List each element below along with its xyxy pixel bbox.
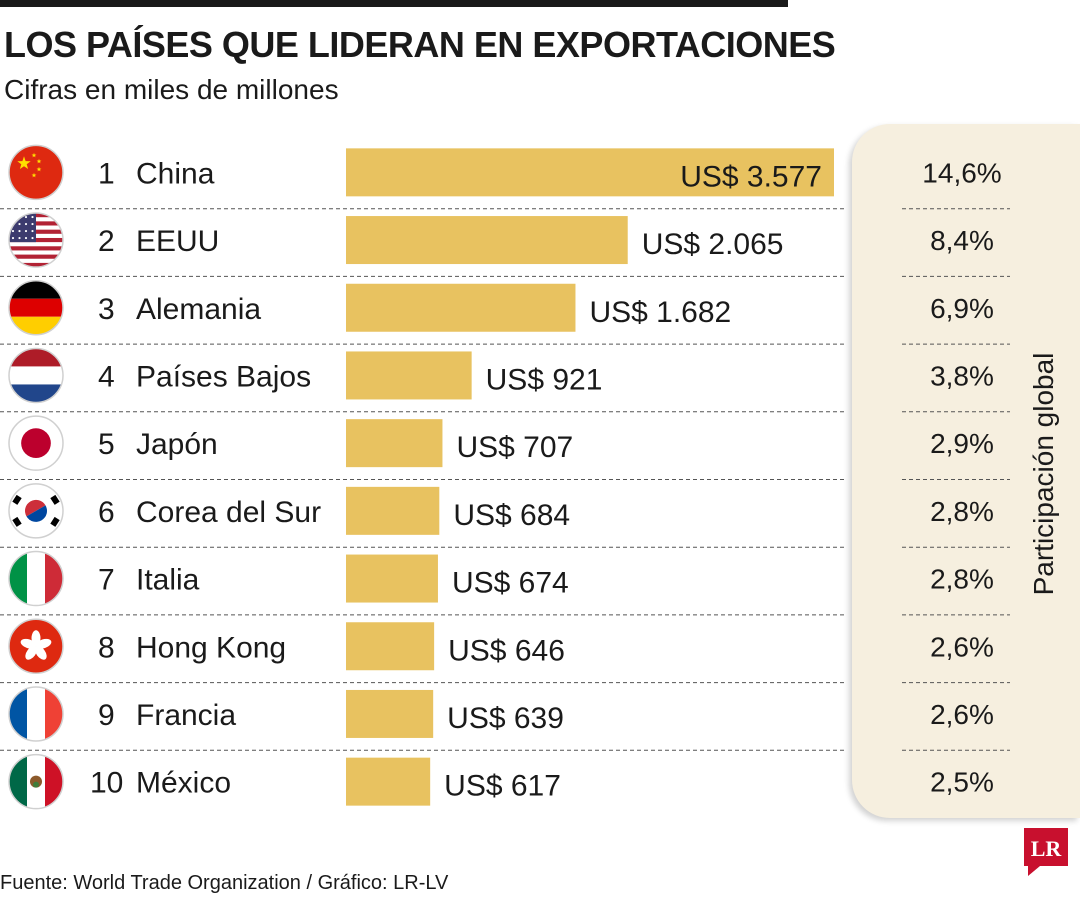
italy-flag-icon — [8, 550, 64, 607]
value-label: US$ 3.577 — [680, 160, 822, 193]
germany-flag-icon — [8, 280, 64, 336]
value-label: US$ 1.682 — [589, 296, 731, 329]
rank-label: 7 — [98, 564, 115, 597]
japan-flag-icon — [8, 415, 64, 471]
bar — [346, 148, 834, 197]
share-label: 2,5% — [930, 767, 994, 798]
lr-logo-icon: LR — [1024, 828, 1068, 876]
country-label: Francia — [136, 699, 236, 732]
bar — [346, 419, 443, 468]
value-label: US$ 684 — [453, 499, 570, 532]
bar — [346, 689, 434, 738]
bar — [346, 486, 440, 535]
top-rule — [0, 0, 788, 7]
value-label: US$ 617 — [444, 770, 561, 803]
rank-label: 4 — [98, 360, 115, 393]
value-label: US$ 2.065 — [642, 228, 784, 261]
rank-label: 6 — [98, 496, 115, 529]
share-label: 2,6% — [930, 699, 994, 730]
netherlands-flag-icon — [8, 347, 64, 404]
bar — [346, 351, 472, 400]
bar — [346, 216, 628, 265]
source-footer: Fuente: World Trade Organization / Gráfi… — [0, 872, 449, 894]
logo-text: LR — [1031, 836, 1063, 861]
rank-label: 3 — [98, 293, 115, 326]
rank-label: 5 — [98, 428, 115, 461]
country-label: Hong Kong — [136, 631, 286, 664]
bar — [346, 283, 576, 332]
share-label: 14,6% — [922, 157, 1001, 188]
country-label: Corea del Sur — [136, 496, 321, 529]
value-label: US$ 921 — [486, 363, 603, 396]
rank-label: 10 — [90, 767, 123, 800]
france-flag-icon — [8, 686, 64, 742]
value-label: US$ 674 — [452, 567, 569, 600]
country-label: EEUU — [136, 225, 219, 258]
country-label: China — [136, 157, 215, 190]
mexico-flag-icon — [8, 753, 64, 810]
country-label: Japón — [136, 428, 218, 461]
south-korea-flag-icon — [8, 483, 64, 539]
share-panel — [852, 124, 1080, 818]
hong-kong-flag-icon — [8, 618, 64, 674]
rank-label: 9 — [98, 699, 115, 732]
bar — [346, 622, 435, 671]
value-label: US$ 639 — [447, 702, 564, 735]
country-label: Italia — [136, 564, 200, 597]
rank-label: 2 — [98, 225, 115, 258]
country-label: Países Bajos — [136, 360, 311, 393]
usa-flag-icon — [8, 212, 64, 268]
rank-label: 8 — [98, 631, 115, 664]
share-label: 3,8% — [930, 360, 994, 391]
share-label: 2,8% — [930, 564, 994, 595]
bar — [346, 757, 431, 806]
share-label: 2,9% — [930, 428, 994, 459]
chart-subtitle: Cifras en miles de millones — [4, 74, 339, 105]
value-label: US$ 707 — [456, 431, 573, 464]
chart-title: LOS PAÍSES QUE LIDERAN EN EXPORTACIONES — [4, 24, 836, 65]
value-label: US$ 646 — [448, 634, 565, 667]
share-label: 2,6% — [930, 631, 994, 662]
share-label: 8,4% — [930, 225, 994, 256]
share-label: 6,9% — [930, 293, 994, 324]
china-flag-icon — [8, 144, 64, 201]
country-label: México — [136, 767, 231, 800]
rank-label: 1 — [98, 157, 115, 190]
share-label: 2,8% — [930, 496, 994, 527]
country-label: Alemania — [136, 293, 261, 326]
bar — [346, 554, 438, 603]
